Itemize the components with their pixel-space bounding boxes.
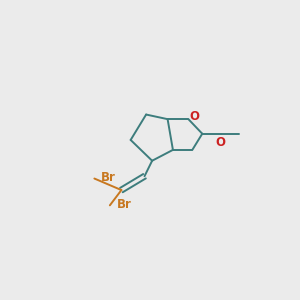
Text: O: O bbox=[215, 136, 225, 149]
Text: Br: Br bbox=[101, 171, 116, 184]
Text: O: O bbox=[189, 110, 199, 123]
Text: Br: Br bbox=[117, 198, 132, 211]
